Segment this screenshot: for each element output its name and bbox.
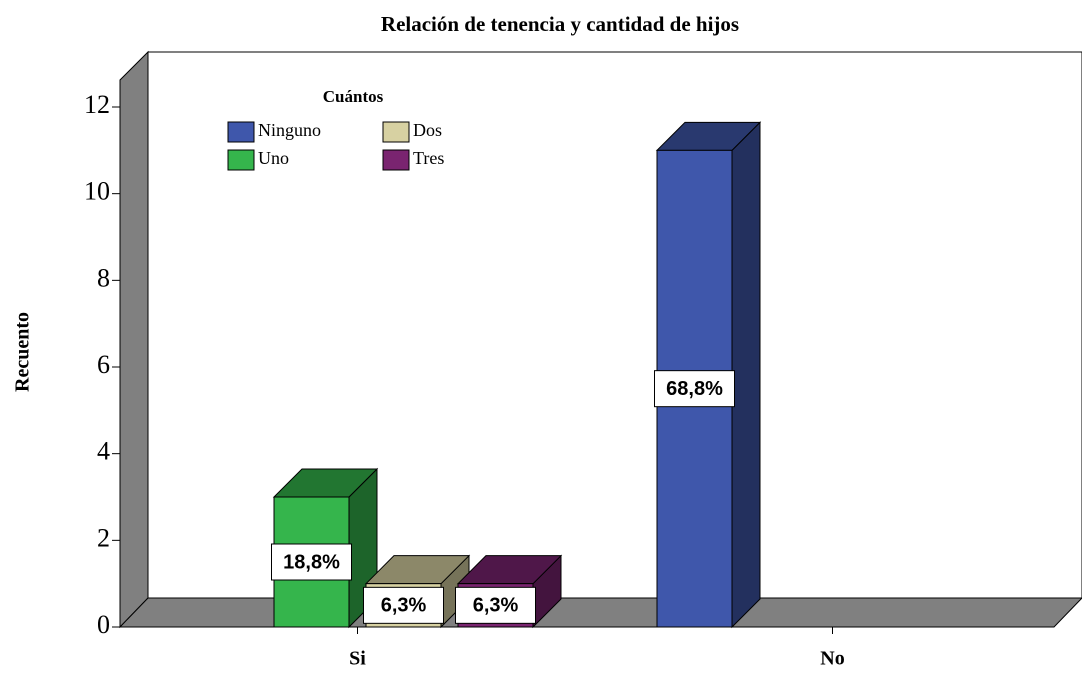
x-tick-label: No (820, 648, 844, 670)
bar-side (731, 121, 761, 629)
y-tick-label: 4 (97, 437, 110, 466)
data-label-box (455, 586, 536, 624)
data-label: 6,3% (381, 595, 427, 617)
legend-swatch (227, 149, 255, 171)
legend-swatch (227, 121, 255, 143)
data-label-box (271, 543, 352, 581)
legend-label: Uno (258, 148, 289, 168)
legend-label: Tres (413, 148, 444, 168)
left-wall (119, 50, 149, 629)
data-label-box (654, 370, 735, 408)
data-label: 6,3% (473, 595, 519, 617)
legend-title: Cuántos (323, 87, 384, 106)
data-label-box (363, 586, 444, 624)
legend-label: Dos (413, 120, 442, 140)
y-tick-label: 12 (84, 90, 110, 119)
legend-swatch (382, 149, 410, 171)
legend-swatch (382, 121, 410, 143)
y-tick-label: 10 (84, 177, 110, 206)
chart-title: Relación de tenencia y cantidad de hijos (381, 12, 739, 36)
y-tick-label: 8 (97, 263, 110, 292)
x-tick-label: Si (349, 648, 366, 670)
y-tick-label: 6 (97, 350, 110, 379)
data-label: 68,8% (666, 378, 723, 400)
floor (118, 597, 1082, 628)
y-tick-label: 2 (97, 523, 110, 552)
legend-label: Ninguno (258, 120, 321, 140)
data-label: 18,8% (283, 551, 340, 573)
y-tick-label: 0 (97, 610, 110, 639)
y-axis-label: Recuento (12, 312, 34, 392)
